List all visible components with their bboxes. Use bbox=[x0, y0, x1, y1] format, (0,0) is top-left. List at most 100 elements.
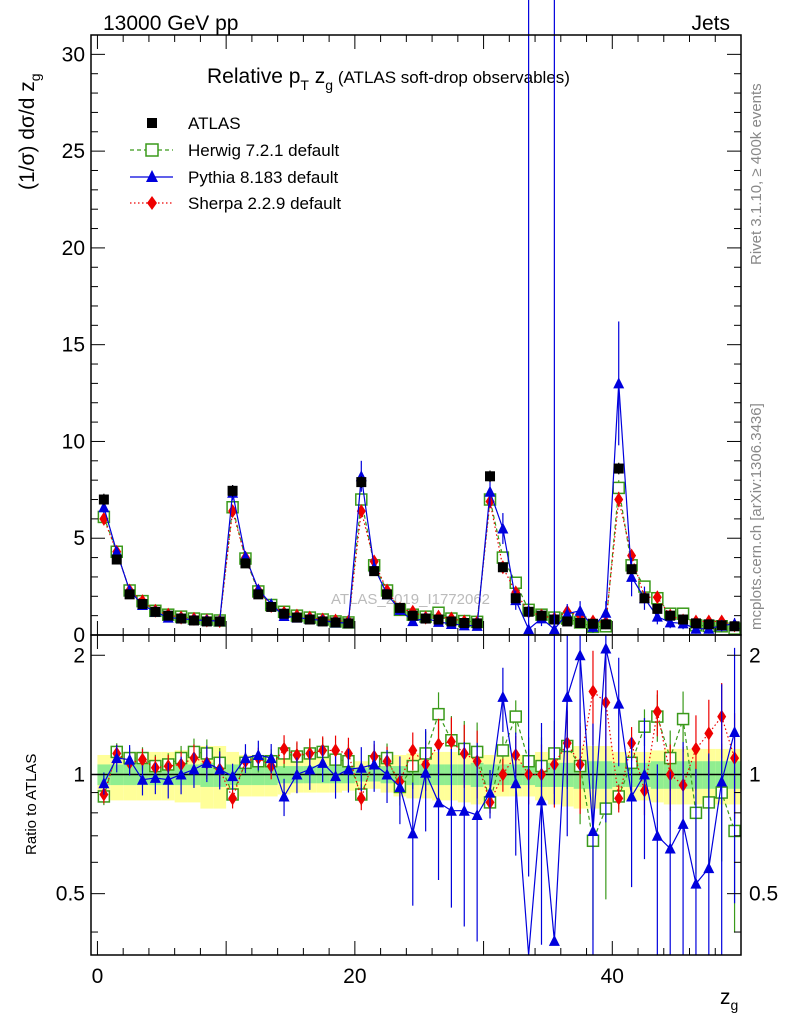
legend: ATLAS Herwig 7.2.1 default Pythia 8.183 … bbox=[130, 114, 341, 213]
ratio-tick-label: 1 bbox=[73, 763, 85, 786]
data-point-atlas bbox=[98, 494, 109, 505]
x-tick-label: 20 bbox=[343, 965, 366, 988]
data-point-atlas bbox=[536, 610, 547, 621]
ratio-point-pythia bbox=[252, 748, 264, 760]
data-point-atlas bbox=[150, 606, 161, 617]
ratio-point-pythia bbox=[149, 771, 161, 783]
data-point-atlas bbox=[394, 602, 405, 613]
data-point-atlas bbox=[214, 616, 225, 627]
data-point-atlas bbox=[562, 616, 573, 627]
ratio-point-sherpa bbox=[704, 726, 714, 741]
data-point-sherpa bbox=[627, 548, 637, 563]
data-point-atlas bbox=[420, 613, 431, 624]
data-point-atlas bbox=[304, 614, 315, 625]
ratio-point-herwig bbox=[509, 710, 523, 723]
legend-marker-herwig bbox=[145, 143, 159, 157]
main-panel bbox=[97, 321, 741, 635]
data-point-atlas bbox=[253, 589, 264, 600]
ratio-point-sherpa bbox=[614, 791, 624, 806]
ratio-point-sherpa bbox=[356, 791, 366, 806]
data-point-atlas bbox=[703, 619, 714, 630]
data-point-pythia bbox=[626, 570, 638, 582]
data-point-atlas bbox=[678, 614, 689, 625]
data-point-atlas bbox=[485, 471, 496, 482]
ratio-point-pythia bbox=[330, 770, 342, 782]
ratio-point-sherpa bbox=[434, 737, 444, 752]
ratio-point-sherpa bbox=[588, 684, 598, 699]
ratio-point-sherpa bbox=[498, 767, 508, 782]
ratio-point-pythia bbox=[613, 697, 625, 709]
data-point-atlas bbox=[459, 618, 470, 628]
ratio-tick-label: 2 bbox=[73, 644, 85, 667]
ratio-point-pythia bbox=[265, 752, 277, 764]
data-point-pythia bbox=[613, 377, 625, 389]
ratio-point-sherpa bbox=[228, 791, 238, 806]
ratio-point-sherpa bbox=[691, 741, 701, 756]
ratio-point-sherpa bbox=[408, 743, 418, 758]
ratio-point-pythia bbox=[651, 829, 663, 841]
y-axis-label: (1/σ) dσ/d zg bbox=[16, 73, 43, 190]
ratio-point-pythia bbox=[638, 768, 650, 780]
ratio-point-pythia bbox=[162, 773, 174, 785]
watermark: ATLAS_2019_I1772062 bbox=[331, 591, 490, 608]
data-point-atlas bbox=[382, 589, 393, 600]
mcplots-label: mcplots.cern.ch [arXiv:1306.3436] bbox=[748, 403, 765, 630]
data-point-atlas bbox=[356, 477, 367, 488]
data-point-atlas bbox=[330, 617, 341, 628]
data-point-pythia bbox=[664, 616, 676, 628]
data-point-pythia bbox=[111, 545, 123, 557]
data-point-atlas bbox=[497, 562, 508, 573]
ratio-point-pythia bbox=[510, 777, 522, 789]
ratio-point-pythia bbox=[703, 862, 715, 874]
ratio-point-pythia bbox=[214, 763, 226, 775]
ratio-point-pythia bbox=[433, 796, 445, 808]
ratio-point-pythia bbox=[201, 756, 213, 768]
ratio-point-pythia bbox=[239, 752, 251, 764]
legend-label-sherpa: Sherpa 2.2.9 default bbox=[188, 194, 341, 213]
data-point-atlas bbox=[639, 593, 650, 604]
data-point-sherpa bbox=[614, 492, 624, 507]
ratio-tick-label: 0.5 bbox=[56, 883, 85, 906]
data-point-pythia bbox=[574, 604, 586, 616]
data-point-atlas bbox=[240, 558, 251, 569]
data-point-pythia bbox=[98, 501, 110, 513]
data-point-atlas bbox=[291, 612, 302, 623]
data-point-atlas bbox=[343, 618, 354, 629]
data-point-atlas bbox=[690, 618, 701, 629]
ratio-point-pythia bbox=[587, 824, 599, 836]
ratio-point-pythia bbox=[574, 649, 586, 661]
header-right: Jets bbox=[691, 12, 730, 35]
data-point-atlas bbox=[266, 601, 277, 612]
ratio-point-pythia bbox=[381, 768, 393, 780]
legend-marker-atlas bbox=[147, 118, 157, 128]
data-point-atlas bbox=[472, 618, 483, 629]
ratio-point-pythia bbox=[420, 766, 432, 778]
data-point-atlas bbox=[613, 463, 624, 474]
ratio-point-pythia bbox=[291, 768, 303, 780]
ratio-point-pythia bbox=[111, 752, 123, 764]
ratio-point-pythia bbox=[136, 773, 148, 785]
y-tick-label: 10 bbox=[62, 430, 85, 453]
legend-label-atlas: ATLAS bbox=[188, 114, 241, 133]
data-point-atlas bbox=[407, 610, 418, 621]
ratio-point-pythia bbox=[729, 726, 741, 738]
ratio-point-sherpa bbox=[331, 743, 341, 758]
ratio-point-sherpa bbox=[652, 704, 662, 719]
data-point-pythia bbox=[484, 485, 496, 497]
x-tick-label: 40 bbox=[601, 965, 624, 988]
legend-marker-pythia bbox=[146, 170, 158, 182]
ratio-point-pythia bbox=[342, 763, 354, 775]
y-tick-label: 30 bbox=[62, 43, 85, 66]
data-point-atlas bbox=[124, 589, 135, 600]
ratio-point-pythia bbox=[497, 690, 509, 702]
data-point-atlas bbox=[201, 616, 212, 627]
data-point-atlas bbox=[626, 564, 637, 575]
ratio-point-pythia bbox=[600, 642, 612, 654]
legend-label-herwig: Herwig 7.2.1 default bbox=[188, 141, 339, 160]
data-point-atlas bbox=[716, 620, 727, 631]
ratio-point-sherpa bbox=[279, 741, 289, 756]
legend-label-pythia: Pythia 8.183 default bbox=[188, 168, 339, 187]
ratio-point-pythia bbox=[471, 808, 483, 820]
ratio-point-herwig bbox=[432, 707, 445, 721]
